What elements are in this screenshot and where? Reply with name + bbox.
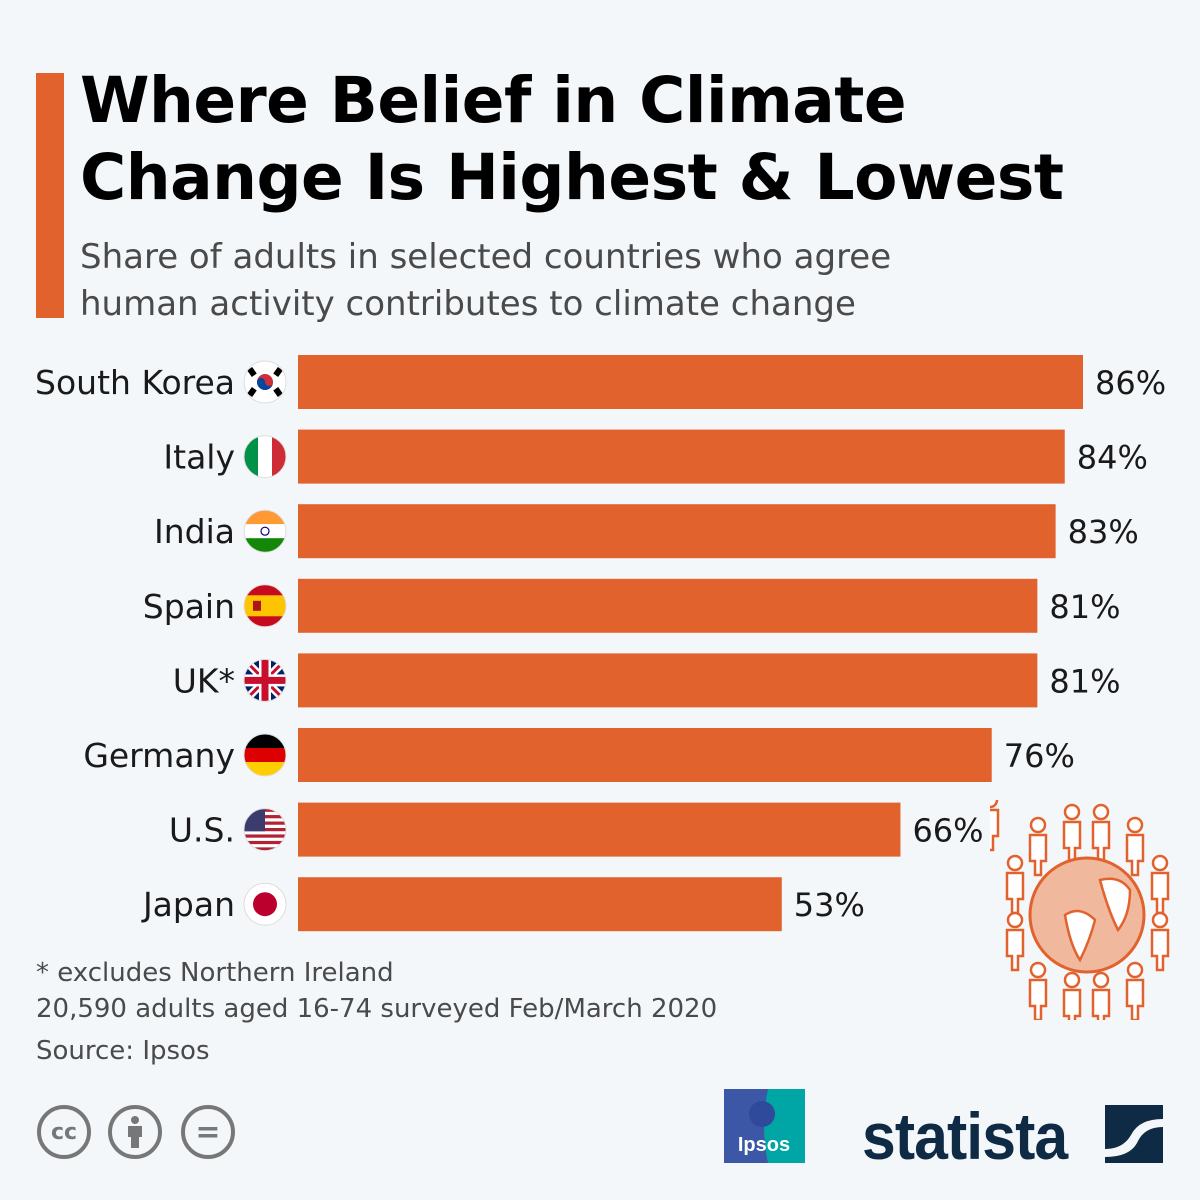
- japan-flag-icon: [244, 883, 286, 926]
- us-flag-icon: [244, 808, 286, 851]
- person-icon: [128, 1116, 142, 1148]
- bar: [298, 653, 1038, 708]
- footnote-uk: * excludes Northern Ireland: [36, 958, 394, 988]
- statista-logo: statista: [862, 1099, 1068, 1173]
- value-label: 81%: [1049, 588, 1120, 626]
- bar: [298, 728, 992, 782]
- cc-label: cc: [50, 1119, 78, 1145]
- subtitle-line-2: human activity contributes to climate ch…: [80, 284, 856, 324]
- category-label: Italy: [163, 438, 235, 477]
- india-flag-icon: [244, 510, 286, 553]
- category-label: U.S.: [169, 811, 235, 850]
- nd-label: =: [195, 1114, 221, 1150]
- bar-row: Japan 53%: [141, 877, 865, 932]
- bar: [298, 355, 1083, 409]
- bar-row: India 83%: [154, 504, 1139, 559]
- category-label: India: [154, 512, 235, 551]
- bar: [298, 578, 1038, 633]
- bar: [298, 802, 901, 857]
- bar-row: Spain 81%: [143, 578, 1120, 633]
- title-accent-bar: [36, 73, 64, 318]
- globe-people-illustration-icon: [990, 800, 1170, 1020]
- page-title: Where Belief in Climate Change Is Highes…: [80, 62, 1064, 216]
- statista-logo-icon: [1105, 1105, 1163, 1163]
- italy-flag-icon: [244, 435, 286, 478]
- survey-note: 20,590 adults aged 16-74 surveyed Feb/Ma…: [36, 994, 718, 1024]
- creative-commons-icon[interactable]: cc: [37, 1105, 91, 1159]
- bar-row: Italy 84%: [163, 429, 1148, 484]
- value-label: 83%: [1068, 513, 1139, 551]
- attribution-icon[interactable]: [108, 1105, 162, 1159]
- source-note: Source: Ipsos: [36, 1036, 210, 1066]
- footnotes: * excludes Northern Ireland 20,590 adult…: [36, 955, 717, 1069]
- category-label: Germany: [83, 736, 235, 775]
- subtitle-line-1: Share of adults in selected countries wh…: [80, 237, 892, 277]
- title-line-2: Change Is Highest & Lowest: [80, 141, 1064, 214]
- value-label: 66%: [912, 812, 983, 850]
- bar-row: Germany 76%: [83, 728, 1075, 782]
- ipsos-logo-text: Ipsos: [738, 1134, 790, 1156]
- no-derivatives-icon[interactable]: =: [181, 1105, 235, 1159]
- value-label: 76%: [1004, 737, 1075, 775]
- category-label: UK*: [173, 661, 235, 700]
- subtitle: Share of adults in selected countries wh…: [80, 234, 891, 328]
- bar-row: South Korea 86%: [35, 355, 1166, 409]
- spain-flag-icon: [244, 584, 286, 627]
- uk-flag-icon: [244, 659, 286, 702]
- bar: [298, 429, 1065, 484]
- germany-flag-icon: [244, 734, 286, 776]
- value-label: 86%: [1095, 364, 1166, 402]
- category-label: South Korea: [35, 363, 235, 402]
- category-label: Japan: [141, 885, 235, 924]
- bar-row: U.S. 66%: [169, 802, 984, 857]
- value-label: 84%: [1077, 439, 1148, 477]
- value-label: 81%: [1049, 662, 1120, 700]
- value-label: 53%: [794, 886, 865, 924]
- south-korea-flag-icon: [244, 361, 286, 403]
- bar-chart: South Korea 86%Italy 84%India 83%Spain 81%UK…: [35, 355, 1166, 932]
- bar-row: UK* 81%: [173, 653, 1120, 708]
- title-line-1: Where Belief in Climate: [80, 64, 907, 137]
- ipsos-logo: Ipsos: [724, 1089, 805, 1163]
- bar: [298, 877, 782, 932]
- category-label: Spain: [143, 587, 235, 626]
- bar: [298, 504, 1056, 559]
